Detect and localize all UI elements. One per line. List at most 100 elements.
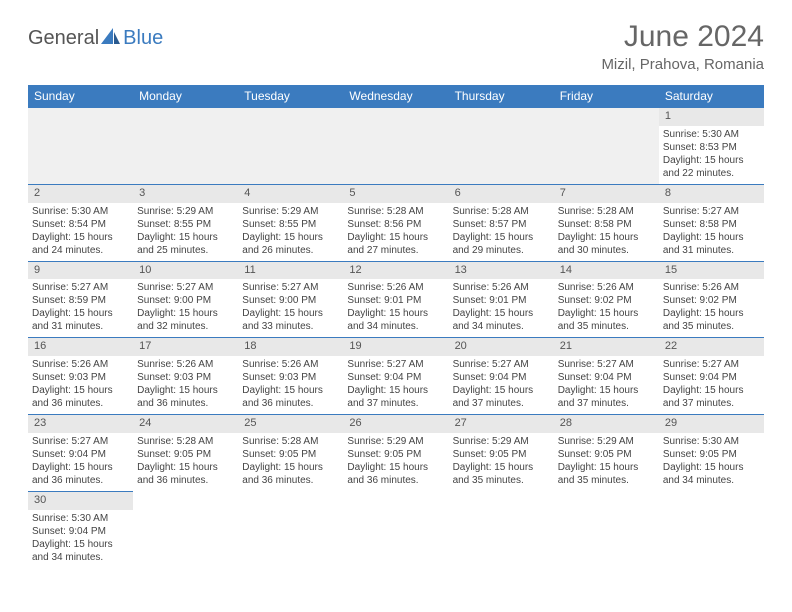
- calendar-cell: [449, 108, 554, 185]
- daylight-text: Daylight: 15 hours and 35 minutes.: [558, 307, 655, 333]
- calendar-week-row: 23Sunrise: 5:27 AMSunset: 9:04 PMDayligh…: [28, 415, 764, 492]
- calendar-cell: 3Sunrise: 5:29 AMSunset: 8:55 PMDaylight…: [133, 184, 238, 261]
- sunset-text: Sunset: 9:05 PM: [347, 448, 444, 461]
- sunset-text: Sunset: 9:05 PM: [558, 448, 655, 461]
- day-number: 17: [133, 338, 238, 356]
- daylight-text: Daylight: 15 hours and 35 minutes.: [663, 307, 760, 333]
- day-number: 19: [343, 338, 448, 356]
- sunset-text: Sunset: 8:55 PM: [137, 218, 234, 231]
- calendar-cell: 1Sunrise: 5:30 AMSunset: 8:53 PMDaylight…: [659, 108, 764, 185]
- daylight-text: Daylight: 15 hours and 36 minutes.: [242, 461, 339, 487]
- calendar-cell: 11Sunrise: 5:27 AMSunset: 9:00 PMDayligh…: [238, 261, 343, 338]
- logo: General Blue: [28, 20, 163, 51]
- weekday-header: Sunday: [28, 85, 133, 108]
- day-number: 28: [554, 415, 659, 433]
- daylight-text: Daylight: 15 hours and 31 minutes.: [663, 231, 760, 257]
- day-number: 11: [238, 262, 343, 280]
- day-number: 24: [133, 415, 238, 433]
- logo-sail-icon: [99, 26, 121, 51]
- calendar-cell: 25 Sunrise: 5:28 AMSunset: 9:05 PMDayligh…: [238, 415, 343, 492]
- day-number: 20: [449, 338, 554, 356]
- calendar-cell: 20Sunrise: 5:27 AMSunset: 9:04 PMDayligh…: [449, 338, 554, 415]
- calendar-cell: 17Sunrise: 5:26 AMSunset: 9:03 PMDayligh…: [133, 338, 238, 415]
- calendar-cell: [343, 108, 448, 185]
- sunrise-text: Sunrise: 5:27 AM: [663, 358, 760, 371]
- daylight-text: Daylight: 15 hours and 37 minutes.: [663, 384, 760, 410]
- calendar-cell: [554, 108, 659, 185]
- sunrise-text: Sunrise: 5:26 AM: [663, 281, 760, 294]
- calendar-cell: 5Sunrise: 5:28 AMSunset: 8:56 PMDaylight…: [343, 184, 448, 261]
- day-number: 27: [449, 415, 554, 433]
- calendar-cell: 4Sunrise: 5:29 AMSunset: 8:55 PMDaylight…: [238, 184, 343, 261]
- calendar-cell: 8Sunrise: 5:27 AMSunset: 8:58 PMDaylight…: [659, 184, 764, 261]
- calendar-cell: 14Sunrise: 5:26 AMSunset: 9:02 PMDayligh…: [554, 261, 659, 338]
- daylight-text: Daylight: 15 hours and 36 minutes.: [347, 461, 444, 487]
- daylight-text: Daylight: 15 hours and 33 minutes.: [242, 307, 339, 333]
- calendar-cell: 19Sunrise: 5:27 AMSunset: 9:04 PMDayligh…: [343, 338, 448, 415]
- sunrise-text: Sunrise: 5:27 AM: [558, 358, 655, 371]
- calendar-week-row: 2Sunrise: 5:30 AMSunset: 8:54 PMDaylight…: [28, 184, 764, 261]
- sunrise-text: Sunrise: 5:26 AM: [347, 281, 444, 294]
- calendar-cell: 24Sunrise: 5:28 AMSunset: 9:05 PMDayligh…: [133, 415, 238, 492]
- calendar-cell: [554, 491, 659, 567]
- sunrise-text: Sunrise: 5:27 AM: [137, 281, 234, 294]
- calendar-cell: 10Sunrise: 5:27 AMSunset: 9:00 PMDayligh…: [133, 261, 238, 338]
- sunset-text: Sunset: 9:04 PM: [453, 371, 550, 384]
- daylight-text: Daylight: 15 hours and 36 minutes.: [137, 384, 234, 410]
- day-number: 15: [659, 262, 764, 280]
- calendar-cell: 18Sunrise: 5:26 AMSunset: 9:03 PMDayligh…: [238, 338, 343, 415]
- header: General Blue June 2024 Mizil, Prahova, R…: [28, 20, 764, 73]
- daylight-text: Daylight: 15 hours and 32 minutes.: [137, 307, 234, 333]
- sunset-text: Sunset: 9:04 PM: [347, 371, 444, 384]
- sunrise-text: Sunrise: 5:27 AM: [32, 281, 129, 294]
- daylight-text: Daylight: 15 hours and 37 minutes.: [347, 384, 444, 410]
- calendar-cell: 27Sunrise: 5:29 AMSunset: 9:05 PMDayligh…: [449, 415, 554, 492]
- day-number: 21: [554, 338, 659, 356]
- sunset-text: Sunset: 9:04 PM: [32, 448, 129, 461]
- daylight-text: Daylight: 15 hours and 27 minutes.: [347, 231, 444, 257]
- sunrise-text: Sunrise: 5:30 AM: [663, 128, 760, 141]
- day-number: 4: [238, 185, 343, 203]
- sunrise-text: Sunrise: 5:26 AM: [242, 358, 339, 371]
- weekday-header-row: Sunday Monday Tuesday Wednesday Thursday…: [28, 85, 764, 108]
- sunrise-text: Sunrise: 5:29 AM: [347, 435, 444, 448]
- sunset-text: Sunset: 9:03 PM: [242, 371, 339, 384]
- calendar-cell: [133, 491, 238, 567]
- sunset-text: Sunset: 9:05 PM: [242, 448, 339, 461]
- calendar-cell: 9Sunrise: 5:27 AMSunset: 8:59 PMDaylight…: [28, 261, 133, 338]
- day-number: 14: [554, 262, 659, 280]
- daylight-text: Daylight: 15 hours and 31 minutes.: [32, 307, 129, 333]
- daylight-text: Daylight: 15 hours and 36 minutes.: [242, 384, 339, 410]
- daylight-text: Daylight: 15 hours and 34 minutes.: [347, 307, 444, 333]
- day-number: 29: [659, 415, 764, 433]
- sunrise-text: Sunrise: 5:28 AM: [137, 435, 234, 448]
- sunrise-text: Sunrise: 5:26 AM: [137, 358, 234, 371]
- calendar-cell: [343, 491, 448, 567]
- sunset-text: Sunset: 9:04 PM: [663, 371, 760, 384]
- sunset-text: Sunset: 9:04 PM: [32, 525, 129, 538]
- sunset-text: Sunset: 9:03 PM: [32, 371, 129, 384]
- calendar-cell: [133, 108, 238, 185]
- sunrise-text: Sunrise: 5:26 AM: [558, 281, 655, 294]
- daylight-text: Daylight: 15 hours and 35 minutes.: [558, 461, 655, 487]
- daylight-text: Daylight: 15 hours and 25 minutes.: [137, 231, 234, 257]
- day-number: 25: [238, 415, 343, 433]
- weekday-header: Thursday: [449, 85, 554, 108]
- calendar-week-row: 16Sunrise: 5:26 AMSunset: 9:03 PMDayligh…: [28, 338, 764, 415]
- sunset-text: Sunset: 9:01 PM: [453, 294, 550, 307]
- sunset-text: Sunset: 8:54 PM: [32, 218, 129, 231]
- sunset-text: Sunset: 8:53 PM: [663, 141, 760, 154]
- logo-text-blue: Blue: [123, 27, 163, 50]
- calendar-cell: 29Sunrise: 5:30 AMSunset: 9:05 PMDayligh…: [659, 415, 764, 492]
- sunrise-text: Sunrise: 5:26 AM: [32, 358, 129, 371]
- sunset-text: Sunset: 9:02 PM: [558, 294, 655, 307]
- sunrise-text: Sunrise: 5:28 AM: [347, 205, 444, 218]
- calendar-table: Sunday Monday Tuesday Wednesday Thursday…: [28, 85, 764, 568]
- sunrise-text: Sunrise: 5:28 AM: [453, 205, 550, 218]
- day-number: 7: [554, 185, 659, 203]
- sunrise-text: Sunrise: 5:29 AM: [137, 205, 234, 218]
- sunrise-text: Sunrise: 5:28 AM: [242, 435, 339, 448]
- sunset-text: Sunset: 9:05 PM: [663, 448, 760, 461]
- weekday-header: Tuesday: [238, 85, 343, 108]
- day-number: 9: [28, 262, 133, 280]
